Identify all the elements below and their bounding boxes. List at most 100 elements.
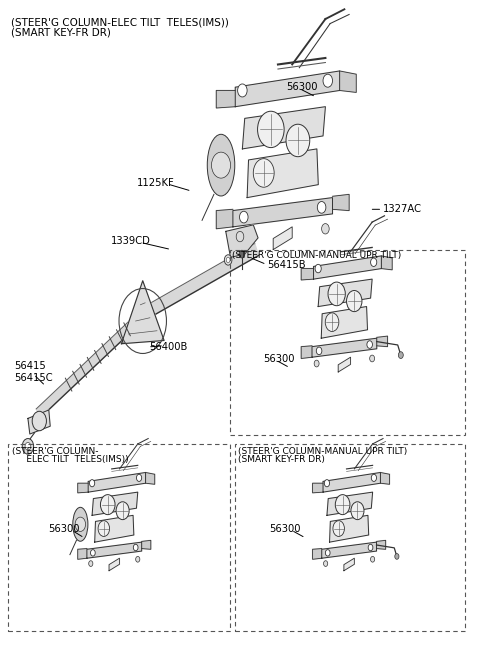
Text: 56415: 56415: [14, 362, 47, 371]
Circle shape: [370, 355, 374, 362]
Polygon shape: [216, 90, 235, 108]
Circle shape: [258, 111, 284, 147]
Polygon shape: [145, 472, 155, 484]
Text: 1327AC: 1327AC: [384, 204, 422, 214]
Circle shape: [89, 479, 95, 487]
Text: 56300: 56300: [286, 83, 318, 92]
Text: 56300: 56300: [48, 524, 79, 534]
Polygon shape: [235, 71, 340, 107]
Circle shape: [136, 557, 140, 562]
Circle shape: [371, 557, 375, 562]
Text: 56300: 56300: [263, 354, 294, 364]
Circle shape: [372, 474, 376, 481]
Circle shape: [323, 74, 333, 87]
Circle shape: [22, 439, 34, 454]
Circle shape: [371, 258, 377, 267]
Circle shape: [286, 124, 310, 157]
Circle shape: [333, 521, 345, 536]
Circle shape: [75, 517, 85, 531]
Circle shape: [136, 474, 142, 481]
Circle shape: [368, 544, 373, 551]
Circle shape: [133, 544, 138, 551]
Circle shape: [324, 561, 328, 567]
Circle shape: [315, 265, 321, 272]
Polygon shape: [327, 492, 372, 515]
Polygon shape: [141, 244, 258, 320]
Circle shape: [238, 84, 247, 97]
Polygon shape: [333, 195, 349, 211]
Polygon shape: [78, 549, 87, 559]
Text: 56400B: 56400B: [149, 342, 187, 352]
Circle shape: [367, 341, 372, 348]
Circle shape: [336, 495, 350, 515]
Circle shape: [212, 152, 230, 178]
Text: 56300: 56300: [269, 524, 301, 534]
Polygon shape: [109, 558, 120, 571]
Polygon shape: [312, 549, 322, 559]
Circle shape: [240, 212, 248, 223]
Polygon shape: [321, 307, 368, 338]
Text: 1125KF: 1125KF: [137, 178, 174, 188]
Polygon shape: [87, 542, 142, 558]
Text: (STEER'G COLUMN-: (STEER'G COLUMN-: [12, 447, 99, 456]
Polygon shape: [382, 256, 392, 270]
Circle shape: [398, 352, 403, 358]
Text: (SMART KEY-FR DR): (SMART KEY-FR DR): [12, 28, 111, 37]
Circle shape: [316, 347, 322, 354]
Circle shape: [325, 550, 330, 556]
Text: (STEER'G COLUMN-ELEC TILT  TELES(IMS)): (STEER'G COLUMN-ELEC TILT TELES(IMS)): [12, 17, 229, 27]
Text: ELEC TILT  TELES(IMS)): ELEC TILT TELES(IMS)): [12, 455, 129, 464]
Circle shape: [351, 502, 364, 519]
Polygon shape: [226, 225, 258, 257]
Circle shape: [89, 561, 93, 567]
Polygon shape: [92, 492, 138, 515]
Circle shape: [328, 282, 345, 306]
Circle shape: [116, 502, 129, 519]
Circle shape: [224, 255, 232, 265]
Polygon shape: [301, 346, 312, 358]
Circle shape: [100, 495, 115, 515]
Circle shape: [32, 411, 47, 431]
Text: (STEER'G COLUMN-MANUAL UPR TILT): (STEER'G COLUMN-MANUAL UPR TILT): [232, 251, 401, 260]
Circle shape: [239, 250, 245, 258]
Polygon shape: [121, 281, 164, 344]
Text: 1339CD: 1339CD: [111, 236, 151, 246]
Circle shape: [25, 442, 31, 450]
Polygon shape: [78, 483, 88, 493]
Bar: [235, 444, 466, 631]
Polygon shape: [88, 472, 145, 492]
Polygon shape: [344, 558, 354, 571]
Polygon shape: [340, 71, 356, 92]
Text: 56415B: 56415B: [267, 259, 306, 269]
Bar: [229, 250, 466, 435]
Polygon shape: [247, 149, 318, 198]
Polygon shape: [216, 210, 233, 229]
Ellipse shape: [73, 508, 88, 541]
Circle shape: [322, 223, 329, 234]
Polygon shape: [381, 472, 390, 484]
Circle shape: [317, 202, 326, 213]
Circle shape: [226, 257, 230, 263]
Polygon shape: [142, 540, 151, 550]
Polygon shape: [322, 542, 376, 558]
Polygon shape: [376, 540, 385, 550]
Text: (STEER'G COLUMN-MANUAL UPR TILT): (STEER'G COLUMN-MANUAL UPR TILT): [238, 447, 407, 456]
Polygon shape: [28, 410, 50, 434]
Polygon shape: [323, 472, 381, 492]
Polygon shape: [318, 279, 372, 307]
Polygon shape: [338, 357, 350, 372]
Polygon shape: [313, 256, 382, 279]
Circle shape: [91, 550, 95, 556]
Polygon shape: [377, 336, 387, 346]
Polygon shape: [273, 227, 292, 250]
Circle shape: [347, 291, 362, 312]
Circle shape: [314, 360, 319, 367]
Circle shape: [395, 553, 399, 559]
Polygon shape: [312, 483, 323, 493]
Circle shape: [253, 159, 274, 187]
Polygon shape: [242, 107, 325, 149]
Polygon shape: [36, 310, 145, 417]
Circle shape: [325, 313, 339, 331]
Circle shape: [236, 231, 244, 242]
Circle shape: [324, 479, 330, 487]
